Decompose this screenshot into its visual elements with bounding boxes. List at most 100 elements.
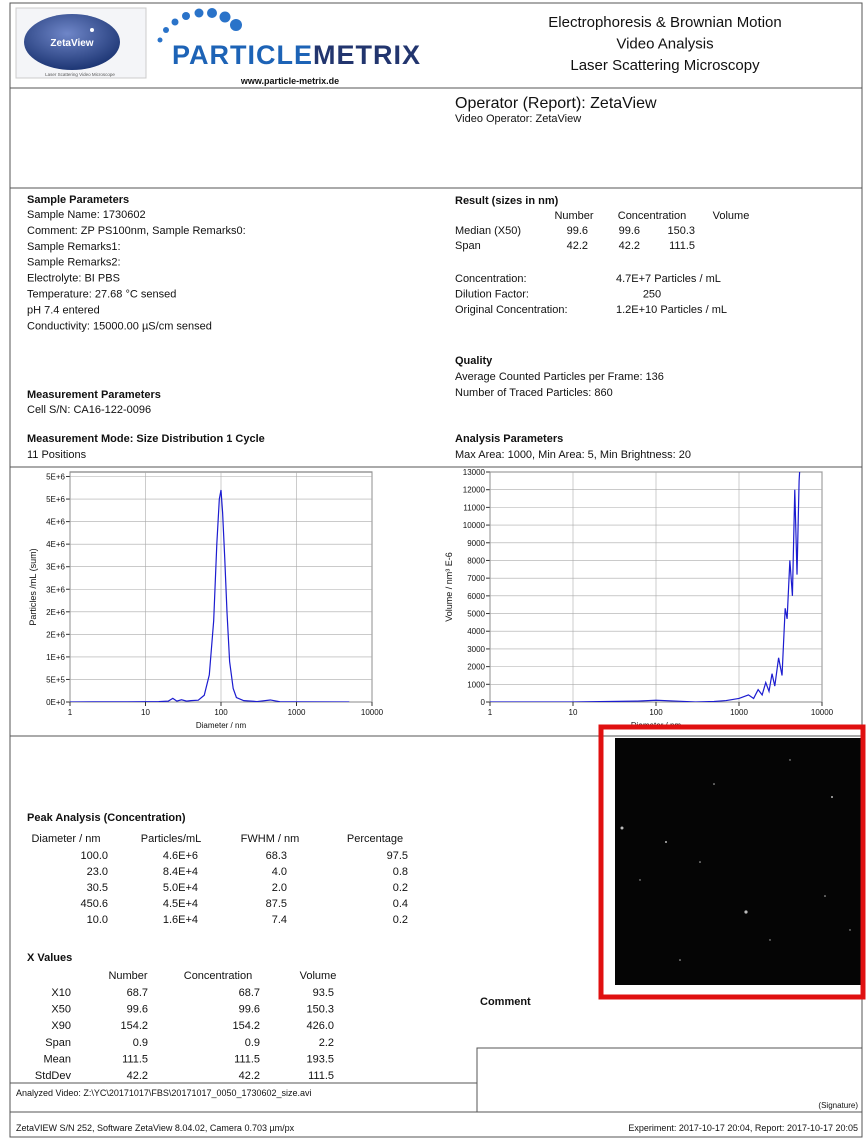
result-cell: 99.6	[619, 225, 640, 237]
measurement-line: 11 Positions	[27, 449, 87, 461]
result-cell: 99.6	[567, 225, 588, 237]
y-tick-label: 0	[481, 698, 486, 707]
xvalues-column: Number	[108, 970, 147, 982]
report-page: ZetaView Laser Scattering Video Microsco…	[0, 0, 866, 1140]
xvalues-column: Volume	[300, 970, 337, 982]
y-tick-label: 5E+6	[46, 473, 65, 482]
peak-cell: 97.5	[387, 850, 408, 862]
x-axis-label: Diameter / nm	[196, 721, 247, 730]
section-heading: Sample Parameters	[27, 194, 129, 206]
sample-line: Electrolyte: BI PBS	[27, 273, 120, 285]
x-tick-label: 10	[569, 708, 578, 717]
section-heading: Result (sizes in nm)	[455, 195, 559, 207]
y-axis-label: Volume / nm³ E-6	[444, 552, 454, 622]
xvalues-cell: 111.5	[122, 1053, 148, 1065]
y-tick-label: 1000	[467, 680, 485, 689]
y-tick-label: 5000	[467, 610, 485, 619]
y-tick-label: 0E+0	[46, 698, 65, 707]
sample-line: pH 7.4 entered	[27, 304, 100, 316]
xvalues-cell: 68.7	[239, 987, 260, 999]
sample-line: Conductivity: 15000.00 µS/cm sensed	[27, 320, 212, 332]
y-tick-label: 6000	[467, 592, 485, 601]
x-tick-label: 100	[649, 708, 663, 717]
operator: Operator (Report): ZetaView	[455, 95, 657, 112]
concentration-value: 250	[643, 289, 661, 301]
result-cell: Span	[455, 240, 481, 252]
y-tick-label: 3000	[467, 645, 485, 654]
result-cell: 150.3	[667, 225, 695, 237]
peak-cell: 30.5	[87, 882, 108, 894]
sample-line: Sample Name: 1730602	[27, 209, 146, 221]
sample-line: Temperature: 27.68 °C sensed	[27, 289, 176, 301]
result-column: Number	[554, 210, 593, 222]
signature: (Signature)	[818, 1101, 858, 1110]
y-tick-label: 4000	[467, 627, 485, 636]
peak-cell: 10.0	[87, 914, 108, 926]
result-column: Volume	[713, 210, 750, 222]
peak-cell: 23.0	[87, 866, 108, 878]
y-tick-label: 8000	[467, 556, 485, 565]
sample-line: Sample Remarks1:	[27, 241, 121, 253]
concentration-label: Concentration:	[455, 273, 527, 285]
y-axis-label: Particles /mL (sum)	[28, 548, 38, 625]
y-tick-label: 1E+6	[46, 653, 65, 662]
y-tick-label: 4E+6	[46, 540, 65, 549]
xvalues-column: Concentration	[184, 970, 253, 982]
analysis-line: Max Area: 1000, Min Area: 5, Min Brightn…	[455, 449, 691, 461]
sample-line: Comment: ZP PS100nm, Sample Remarks0:	[27, 225, 246, 237]
peak-cell: 7.4	[272, 914, 287, 926]
video-operator: Video Operator: ZetaView	[455, 113, 581, 125]
xvalues-cell: 99.6	[239, 1004, 260, 1016]
xvalues-cell: 93.5	[313, 987, 334, 999]
section-heading: Peak Analysis (Concentration)	[27, 812, 186, 824]
footer-video: Analyzed Video: Z:\YC\20171017\FBS\20171…	[16, 1088, 312, 1098]
peak-column: Diameter / nm	[31, 833, 100, 845]
xvalues-cell: 154.2	[232, 1020, 260, 1032]
y-tick-label: 5E+5	[46, 675, 65, 684]
xvalues-cell: Span	[45, 1037, 71, 1049]
section-heading: Quality	[455, 355, 493, 367]
peak-cell: 450.6	[80, 898, 108, 910]
y-tick-label: 2E+6	[46, 608, 65, 617]
x-tick-label: 10000	[361, 708, 384, 717]
y-tick-label: 5E+6	[46, 495, 65, 504]
result-cell: 42.2	[567, 240, 588, 252]
result-cell: 42.2	[619, 240, 640, 252]
xvalues-cell: 193.5	[306, 1053, 334, 1065]
header-title: Video Analysis	[616, 36, 713, 53]
xvalues-cell: 111.5	[234, 1053, 260, 1065]
xvalues-cell: 150.3	[306, 1004, 334, 1016]
x-tick-label: 1000	[730, 708, 748, 717]
brand-part: PARTICLE	[172, 40, 313, 70]
concentration-label: Dilution Factor:	[455, 289, 529, 301]
y-tick-label: 3E+6	[46, 563, 65, 572]
y-tick-label: 4E+6	[46, 518, 65, 527]
peak-cell: 2.0	[272, 882, 287, 894]
footer-instrument: ZetaVIEW S/N 252, Software ZetaView 8.04…	[16, 1123, 295, 1133]
header-title: Electrophoresis & Brownian Motion	[548, 14, 781, 31]
xvalues-cell: StdDev	[35, 1070, 72, 1082]
result-cell: 111.5	[669, 240, 695, 252]
y-tick-label: 2E+6	[46, 630, 65, 639]
peak-cell: 0.4	[393, 898, 408, 910]
brand-part: METRIX	[313, 40, 421, 70]
measurement-line: Cell S/N: CA16-122-0096	[27, 404, 151, 416]
y-tick-label: 13000	[463, 468, 486, 477]
peak-cell: 0.2	[393, 882, 408, 894]
section-heading: Measurement Parameters	[27, 389, 161, 401]
peak-column: FWHM / nm	[241, 833, 300, 845]
comment-label: Comment	[480, 996, 531, 1008]
y-tick-label: 9000	[467, 539, 485, 548]
concentration-label: Original Concentration:	[455, 304, 568, 316]
logo-text: ZetaView	[50, 38, 93, 49]
header-title: Laser Scattering Microscopy	[570, 57, 760, 74]
xvalues-cell: 0.9	[133, 1037, 148, 1049]
section-heading: Measurement Mode: Size Distribution 1 Cy…	[27, 433, 265, 445]
peak-cell: 0.8	[393, 866, 408, 878]
y-tick-label: 12000	[463, 486, 486, 495]
result-cell: Median (X50)	[455, 225, 521, 237]
x-tick-label: 100	[214, 708, 228, 717]
concentration-value: 1.2E+10 Particles / mL	[616, 304, 727, 316]
x-tick-label: 1	[68, 708, 73, 717]
xvalues-cell: 111.5	[308, 1070, 334, 1082]
